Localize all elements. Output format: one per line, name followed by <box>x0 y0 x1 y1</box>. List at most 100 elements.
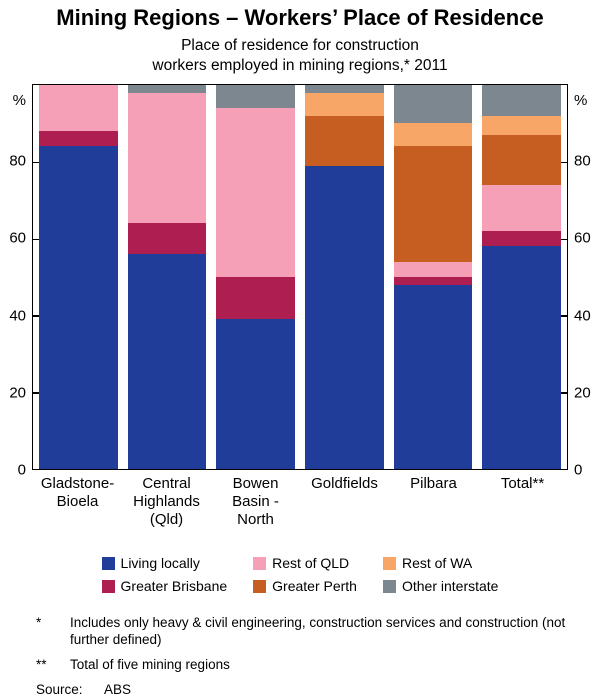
bar-segment <box>216 85 296 109</box>
axis-tick <box>561 161 567 164</box>
y-tick-label: 80 <box>9 152 26 170</box>
bar-segment <box>305 165 384 469</box>
legend-label: Living locally <box>120 555 200 571</box>
legend-item: Living locally <box>101 555 228 571</box>
bar-3 <box>216 85 296 469</box>
footnote-1: * Includes only heavy & civil engineerin… <box>36 614 580 648</box>
y-axis-unit-right: % <box>574 92 588 109</box>
y-tick-label: 40 <box>574 307 591 325</box>
bar-segment <box>39 85 118 132</box>
y-tick-label: 20 <box>574 384 591 402</box>
bar-1 <box>39 85 118 469</box>
bar-segment <box>305 115 384 166</box>
x-category-label: Central Highlands (Qld) <box>127 475 206 529</box>
plot-area <box>32 84 568 470</box>
y-tick-label: 60 <box>574 229 591 247</box>
x-category-label-line: Central <box>142 475 191 492</box>
footnotes: * Includes only heavy & civil engineerin… <box>36 614 580 698</box>
bar-segment <box>39 131 118 147</box>
source-row: Source: ABS <box>36 681 580 698</box>
x-category-label-line: Total** <box>500 475 545 492</box>
y-tick-label: 0 <box>17 461 26 479</box>
bar-segment <box>216 108 296 278</box>
bar-segment <box>393 85 473 124</box>
x-category-label: Goldfields <box>305 475 384 529</box>
legend-item: Greater Perth <box>253 578 357 594</box>
x-labels: Gladstone- Bioela Central Highlands (Qld) Bow… <box>32 475 568 529</box>
y-tick-label: 40 <box>9 307 26 325</box>
bar-segment <box>127 92 207 224</box>
x-category-label-line: Pilbara <box>410 475 457 492</box>
footnote-1-text: Includes only heavy & civil engineering,… <box>70 615 566 647</box>
y-tick-label: 20 <box>9 384 26 402</box>
footnote-2-marker: ** <box>36 657 47 672</box>
bar-4 <box>305 85 384 469</box>
legend-swatch <box>253 579 267 593</box>
y-axis-left: % 0 20 40 60 80 <box>2 84 32 479</box>
chart-subtitle: Place of residence for construction work… <box>0 36 600 76</box>
y-axis-right: % 0 20 40 60 80 <box>568 84 598 479</box>
x-category-label-line: Goldfields <box>311 475 378 492</box>
bar-segment <box>393 284 473 469</box>
legend-item: Other interstate <box>382 578 499 594</box>
bar-segment <box>39 146 118 469</box>
y-tick-label: 0 <box>574 461 583 479</box>
x-category-label: Bowen Basin - North <box>216 475 295 529</box>
x-category-label: Gladstone- Bioela <box>38 475 117 529</box>
x-category-label: Pilbara <box>394 475 473 529</box>
bar-segment <box>127 85 207 93</box>
axis-tick <box>561 392 567 394</box>
bar-segment <box>305 85 384 93</box>
legend-item: Rest of QLD <box>253 555 357 571</box>
axis-tick <box>33 238 39 241</box>
legend-label: Rest of QLD <box>272 555 350 571</box>
source-label: Source: <box>36 682 83 697</box>
legend-item: Greater Brisbane <box>101 578 228 594</box>
bar-5 <box>393 85 473 469</box>
bar-segment <box>216 277 296 320</box>
page-title: Mining Regions – Workers’ Place of Resid… <box>56 5 544 30</box>
legend-swatch <box>382 556 396 570</box>
legend-label: Greater Brisbane <box>120 578 228 594</box>
bar-segment <box>393 277 473 285</box>
source-value: ABS <box>104 682 132 697</box>
legend: Living locally Rest of QLD Rest of WA Great… <box>101 555 499 594</box>
bar-6 <box>482 85 562 469</box>
footnote-1-marker: * <box>36 615 42 630</box>
bar-segment <box>216 319 296 469</box>
x-category-label-line: Bowen <box>232 475 279 492</box>
x-category-label: Total** <box>483 475 562 529</box>
legend-label: Rest of WA <box>401 555 473 571</box>
x-category-label-line: Highlands <box>133 493 200 510</box>
legend-swatch <box>101 556 115 570</box>
legend-label: Greater Perth <box>272 578 357 594</box>
bar-segment <box>482 184 562 231</box>
axis-tick <box>33 392 39 394</box>
footnote-2: ** Total of five mining regions <box>36 656 580 673</box>
axis-tick <box>33 315 39 317</box>
legend-swatch <box>101 579 115 593</box>
bar-segment <box>482 230 562 247</box>
axis-tick <box>561 238 567 241</box>
x-category-label-line: Gladstone- <box>40 475 115 492</box>
legend-swatch <box>382 579 396 593</box>
axis-tick <box>561 315 567 317</box>
legend-swatch <box>253 556 267 570</box>
y-tick-label: 80 <box>574 152 591 170</box>
y-tick-label: 60 <box>9 229 26 247</box>
bar-segment <box>305 92 384 116</box>
x-category-label-line: Basin - <box>232 493 279 510</box>
bar-segment <box>393 123 473 147</box>
x-category-label-line: (Qld) <box>149 511 184 528</box>
chart: % 0 20 40 60 80 Gladstone- Bioela Central Highl… <box>0 84 600 529</box>
x-category-label-line: Bioela <box>56 493 99 510</box>
bar-segment <box>127 223 207 254</box>
axis-tick <box>33 161 39 164</box>
plot-outer: Gladstone- Bioela Central Highlands (Qld) Bow… <box>32 84 568 529</box>
bar-segment <box>127 253 207 469</box>
bar-segment <box>482 134 562 185</box>
footnote-2-text: Total of five mining regions <box>70 657 230 672</box>
legend-item: Rest of WA <box>382 555 499 571</box>
legend-label: Other interstate <box>401 578 499 594</box>
bar-segment <box>482 115 562 135</box>
